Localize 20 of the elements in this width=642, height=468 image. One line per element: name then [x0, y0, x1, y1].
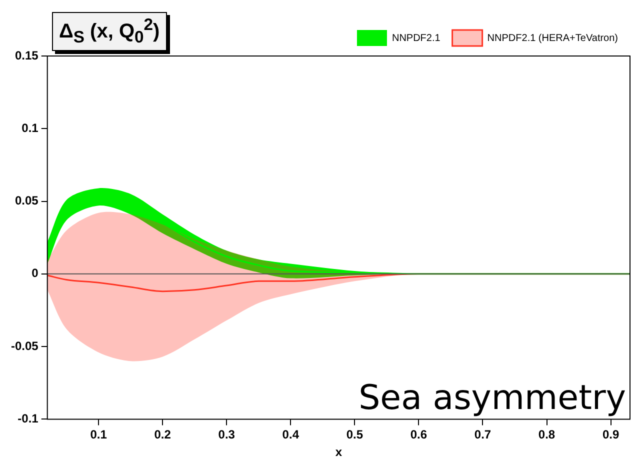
y-tick-label: -0.1: [18, 412, 39, 426]
legend-label: NNPDF2.1 (HERA+TeVatron): [487, 32, 618, 44]
x-tick-label: 0.3: [218, 428, 236, 442]
x-tick-label: 0.7: [474, 428, 492, 442]
legend-label: NNPDF2.1: [392, 32, 441, 44]
annotation: Sea asymmetry: [358, 378, 626, 418]
y-tick-label: 0.15: [14, 48, 39, 62]
x-tick-label: 0.5: [346, 428, 364, 442]
x-tick-label: 0.1: [90, 428, 108, 442]
y-tick-label: 0.1: [22, 120, 39, 135]
x-tick-label: 0.4: [282, 428, 300, 442]
x-tick-label: 0.2: [154, 428, 172, 442]
x-axis-title: x: [335, 445, 342, 460]
chart-title: Δ$_{S}$ (x, Q$_{0}$$^{2}$): [52, 12, 167, 51]
x-tick-label: 0.6: [410, 428, 428, 442]
y-tick-label: 0: [32, 266, 39, 280]
y-tick-label: -0.05: [10, 338, 39, 353]
y-tick-label: 0.05: [14, 194, 39, 208]
x-tick-label: 0.9: [602, 428, 620, 442]
x-tick-label: 0.8: [538, 428, 556, 442]
